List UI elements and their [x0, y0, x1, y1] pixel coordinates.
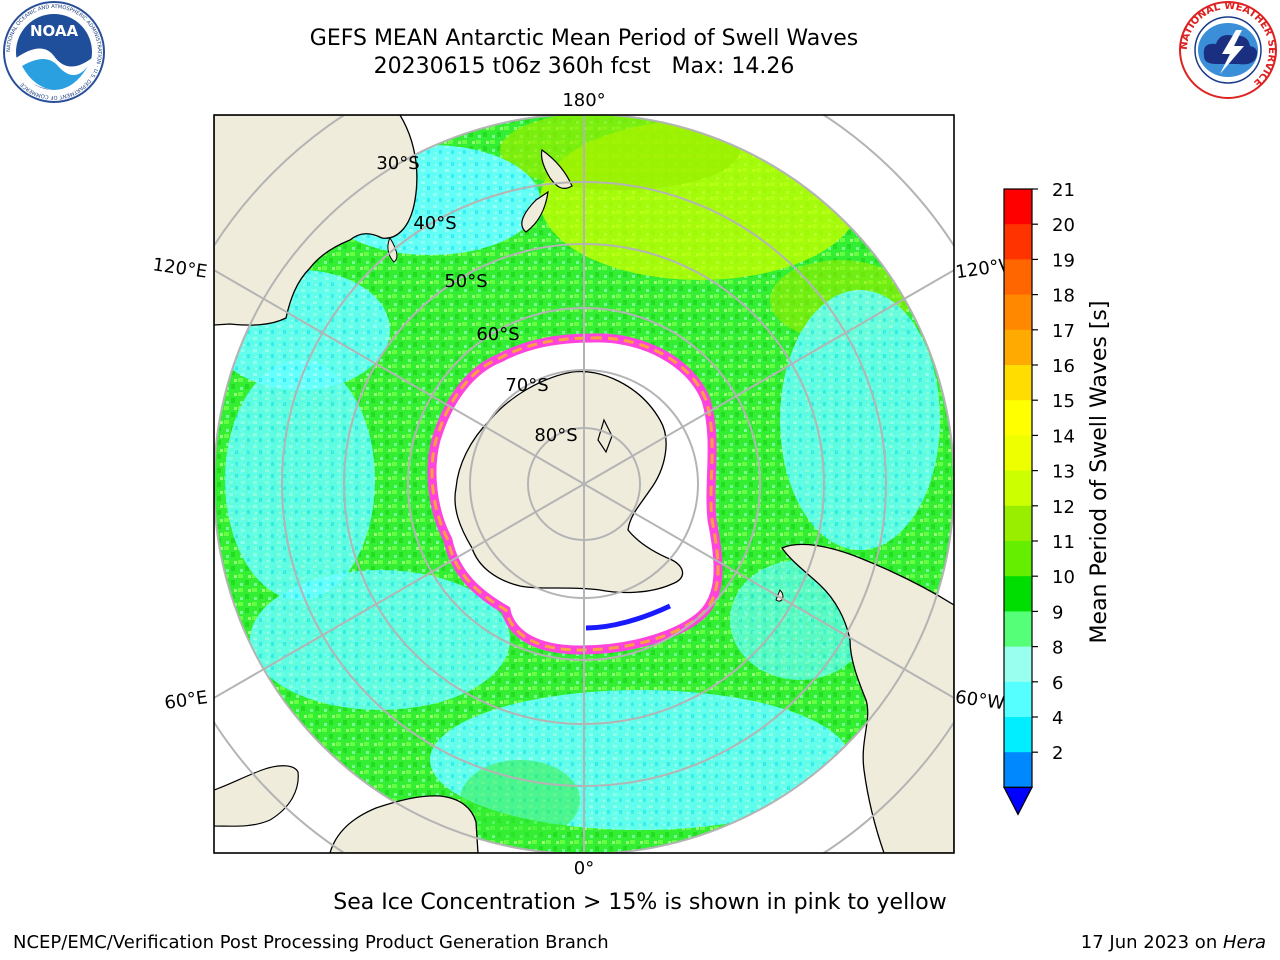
- colorbar-tick-label: 10: [1052, 567, 1075, 588]
- credit-text: NCEP/EMC/Verification Post Processing Pr…: [13, 932, 609, 953]
- colorbar-segment: [1004, 717, 1032, 753]
- colorbar-tick-label: 13: [1052, 462, 1075, 483]
- lat-label-30s: 30°S: [376, 153, 419, 174]
- lon-label-60e: 60°E: [163, 687, 209, 714]
- australia-land: [214, 115, 418, 326]
- colorbar-segment: [1004, 541, 1032, 577]
- colorbar-segment: [1004, 189, 1032, 225]
- colorbar-tick-label: 9: [1052, 602, 1063, 623]
- colorbar-tick-label: 20: [1052, 215, 1075, 236]
- lon-label-180: 180°: [562, 90, 605, 111]
- colorbar-tick-label: 12: [1052, 497, 1075, 518]
- colorbar-segment: [1004, 259, 1032, 296]
- colorbar-tick-label: 17: [1052, 321, 1075, 342]
- host-name: Hera: [1222, 932, 1266, 953]
- lat-label-60s: 60°S: [476, 324, 519, 345]
- chart-title: GEFS MEAN Antarctic Mean Period of Swell…: [309, 26, 859, 51]
- colorbar-tick-label: 18: [1052, 286, 1075, 307]
- noaa-logo-text: NOAA: [30, 22, 79, 40]
- colorbar-segment: [1004, 752, 1032, 788]
- lon-label-0: 0°: [574, 858, 594, 879]
- colorbar-tick-label: 16: [1052, 356, 1075, 377]
- map-frame: [213, 114, 955, 854]
- colorbar-tick-label: 14: [1052, 426, 1075, 447]
- colorbar-frame: [1003, 188, 1033, 789]
- colorbar-segment: [1004, 646, 1032, 683]
- colorbar-segment: [1004, 505, 1032, 542]
- nws-logo: NATIONAL WEATHER SERVICE: [1179, 1, 1277, 99]
- colorbar-tick-label: 6: [1052, 673, 1063, 694]
- lon-label-120e: 120°E: [151, 254, 208, 282]
- lat-label-70s: 70°S: [505, 375, 548, 396]
- antarctica-land: [454, 370, 684, 594]
- colorbar-tick-label: 4: [1052, 708, 1063, 729]
- colorbar-tick-label: 2: [1052, 743, 1063, 764]
- colorbar-segment: [1004, 400, 1032, 436]
- colorbar-segment: [1004, 470, 1032, 507]
- colorbar-segment: [1004, 576, 1032, 612]
- colorbar-segment: [1004, 365, 1032, 401]
- colorbar-tick-label: 11: [1052, 532, 1075, 553]
- lat-label-40s: 40°S: [413, 213, 456, 234]
- colorbar-segment: [1004, 681, 1032, 718]
- south-america-land: [781, 543, 954, 853]
- lon-label-60w: 60°W: [954, 687, 1006, 715]
- date-text: 17 Jun 2023 on: [1080, 932, 1223, 953]
- colorbar-segment: [1004, 435, 1032, 472]
- madagascar-land: [214, 765, 299, 827]
- colorbar-tick-label: 19: [1052, 250, 1075, 271]
- noaa-logo: NOAA NATIONAL OCEANIC AND ATMOSPHERIC AD…: [3, 1, 105, 103]
- lat-label-50s: 50°S: [444, 271, 487, 292]
- colorbar-extend-arrow: [1003, 786, 1033, 816]
- graticule: [214, 115, 954, 853]
- colorbar-label: Mean Period of Swell Waves [s]: [1087, 301, 1112, 644]
- map-panel: [214, 115, 954, 853]
- colorbar-segment: [1004, 611, 1032, 648]
- colorbar: 21 20 19 18 17 16 15 14 13 12 11 10 9 8 6 4 2: [1003, 180, 1075, 816]
- colorbar-segment: [1004, 329, 1032, 366]
- date-stamp: 17 Jun 2023 on Hera: [1081, 932, 1266, 953]
- new-zealand-land: [521, 148, 573, 233]
- colorbar-tick-label: 8: [1052, 638, 1063, 659]
- colorbar-tick-label: 21: [1052, 180, 1075, 201]
- latitude-labels: 30°S 40°S 50°S 60°S 70°S 80°S: [376, 153, 577, 446]
- colorbar-segment: [1004, 224, 1032, 260]
- africa-land: [329, 795, 479, 853]
- chart-subtitle: 20230615 t06z 360h fcst Max: 14.26: [373, 54, 795, 79]
- colorbar-tick-label: 15: [1052, 391, 1075, 412]
- colorbar-segment: [1004, 294, 1032, 331]
- sea-ice-note: Sea Ice Concentration > 15% is shown in …: [333, 890, 947, 915]
- lat-label-80s: 80°S: [534, 425, 577, 446]
